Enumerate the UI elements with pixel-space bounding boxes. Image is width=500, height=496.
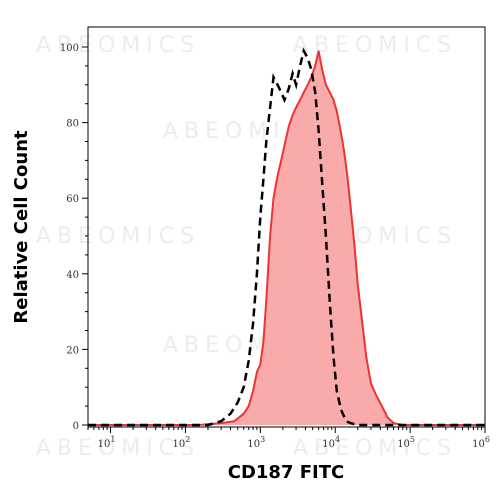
x-tick-label: 103 <box>247 435 265 450</box>
x-axis-title: CD187 FITC <box>228 462 344 483</box>
series-red-line <box>88 50 485 426</box>
series-black-dashed-line <box>88 47 485 427</box>
y-tick-label: 40 <box>66 270 79 281</box>
x-tick-exponent: 1 <box>110 435 115 444</box>
watermark-text: ABEOMICS <box>36 33 200 58</box>
series-red-fill <box>88 50 485 426</box>
y-axis: 0 20 40 60 80 100 <box>60 43 88 432</box>
y-tick-label: 80 <box>66 119 79 130</box>
y-tick-label: 20 <box>66 345 79 356</box>
y-tick-label: 0 <box>73 421 79 432</box>
x-tick-exponent: 3 <box>260 435 265 444</box>
y-axis-title: Relative Cell Count <box>11 130 32 324</box>
y-tick-label: 100 <box>60 43 79 54</box>
series-layer <box>88 47 485 427</box>
x-tick-exponent: 5 <box>410 435 415 444</box>
y-tick-label: 60 <box>66 194 79 205</box>
watermark-text: ABEOMICS <box>36 224 200 249</box>
plot-frame <box>87 26 486 428</box>
x-tick-exponent: 6 <box>485 435 490 444</box>
x-tick-exponent: 4 <box>335 435 340 444</box>
x-tick-exponent: 2 <box>185 435 190 444</box>
watermark-text: ABEOMICS <box>293 436 457 461</box>
watermark-text: ABEOMICS <box>36 436 200 461</box>
x-tick-label: 106 <box>472 435 490 450</box>
